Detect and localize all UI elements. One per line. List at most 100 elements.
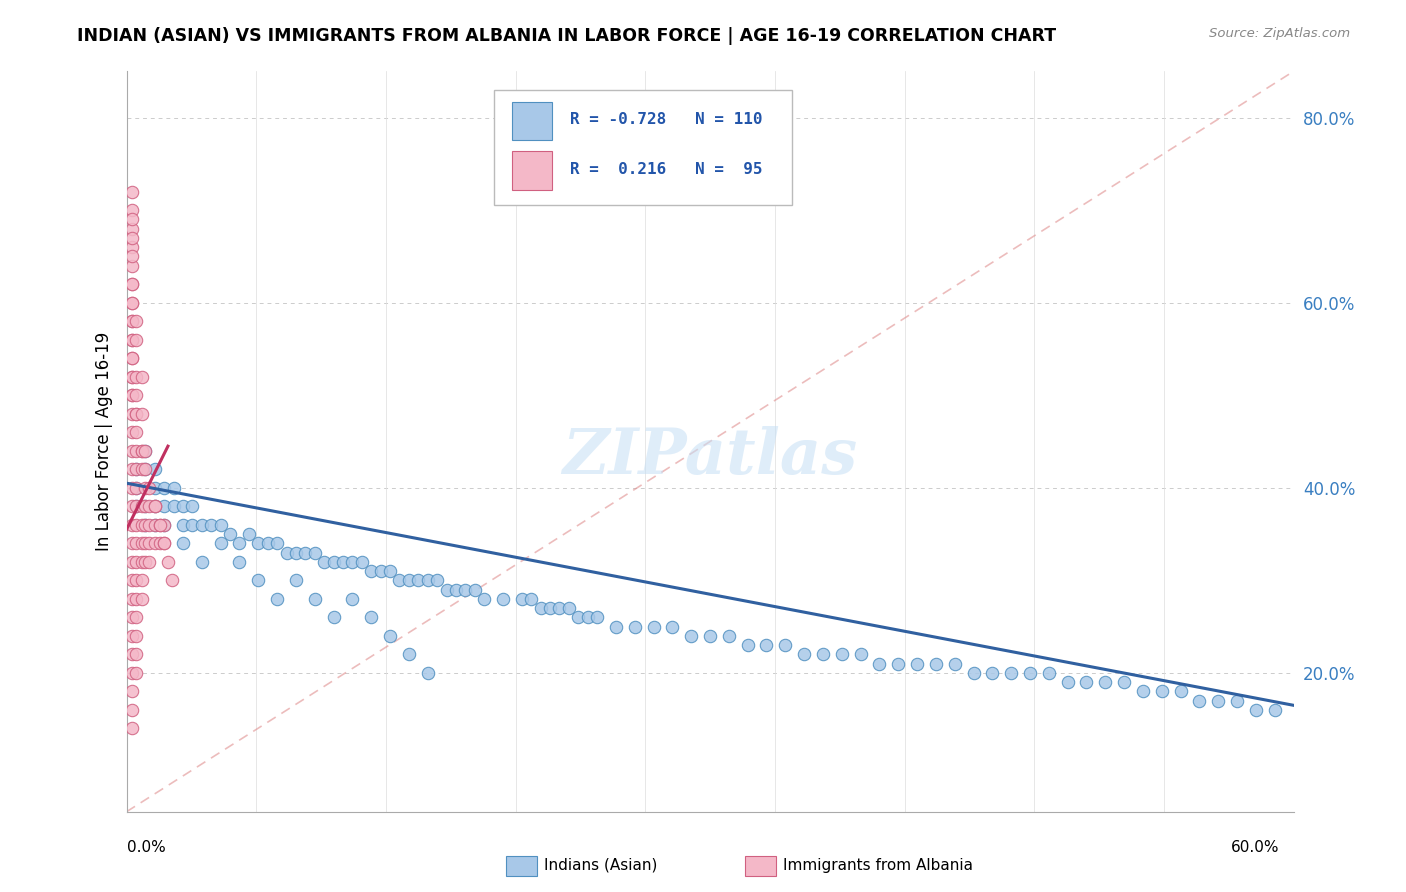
Point [134, 536, 156, 550]
Point [149, 517, 172, 532]
Point [538, 601, 561, 615]
Point [191, 555, 214, 569]
Point [209, 517, 232, 532]
Point [717, 629, 740, 643]
Point [121, 425, 143, 440]
Point [156, 555, 179, 569]
Point [266, 591, 288, 606]
Point [436, 582, 458, 597]
Point [121, 388, 143, 402]
Point [426, 574, 449, 588]
Point [266, 536, 288, 550]
Text: R = -0.728   N = 110: R = -0.728 N = 110 [569, 112, 762, 127]
Point [138, 555, 160, 569]
Point [1188, 694, 1211, 708]
Point [121, 462, 143, 476]
Point [125, 555, 148, 569]
Point [134, 517, 156, 532]
Point [121, 314, 143, 328]
Point [576, 610, 599, 624]
Point [121, 333, 143, 347]
Point [1226, 694, 1249, 708]
Point [143, 500, 166, 514]
Point [121, 295, 143, 310]
Point [228, 555, 250, 569]
Point [831, 648, 853, 662]
Text: Source: ZipAtlas.com: Source: ZipAtlas.com [1209, 27, 1350, 40]
Point [143, 462, 166, 476]
Point [121, 277, 143, 292]
Point [200, 517, 222, 532]
Point [121, 517, 143, 532]
Point [643, 619, 665, 633]
Point [1132, 684, 1154, 698]
Point [172, 536, 194, 550]
Point [737, 638, 759, 652]
Point [121, 665, 143, 680]
Bar [512, 152, 553, 190]
Point [1038, 665, 1060, 680]
Point [342, 591, 364, 606]
Point [121, 231, 143, 245]
Point [138, 500, 160, 514]
Point [408, 574, 430, 588]
Point [131, 443, 153, 458]
Y-axis label: In Labor Force | Age 16-19: In Labor Force | Age 16-19 [94, 332, 112, 551]
Point [623, 619, 645, 633]
Point [153, 536, 176, 550]
Point [125, 500, 148, 514]
Point [925, 657, 948, 671]
Point [125, 443, 148, 458]
Point [464, 582, 486, 597]
Point [332, 555, 354, 569]
Point [322, 610, 344, 624]
Text: ZIPatlas: ZIPatlas [562, 425, 858, 487]
Point [121, 240, 143, 254]
Point [131, 500, 153, 514]
Bar [512, 102, 553, 140]
Point [1244, 703, 1267, 717]
Point [143, 500, 166, 514]
Point [981, 665, 1004, 680]
Point [121, 500, 143, 514]
Point [1264, 703, 1286, 717]
Point [1206, 694, 1229, 708]
Point [125, 629, 148, 643]
Point [905, 657, 928, 671]
Point [121, 277, 143, 292]
Point [121, 185, 143, 199]
Point [134, 517, 156, 532]
Point [378, 629, 401, 643]
Point [121, 536, 143, 550]
Point [131, 462, 153, 476]
Point [247, 536, 270, 550]
Point [398, 648, 420, 662]
Point [520, 591, 543, 606]
Point [131, 536, 153, 550]
Point [121, 629, 143, 643]
Point [775, 638, 797, 652]
Point [125, 591, 148, 606]
Point [350, 555, 373, 569]
Point [138, 536, 160, 550]
Point [962, 665, 984, 680]
Point [388, 574, 411, 588]
Text: 60.0%: 60.0% [1232, 840, 1279, 855]
Point [887, 657, 910, 671]
Point [121, 351, 143, 366]
Point [416, 574, 439, 588]
Point [125, 481, 148, 495]
Point [121, 443, 143, 458]
Point [121, 610, 143, 624]
Point [162, 481, 184, 495]
Point [153, 517, 176, 532]
Point [125, 388, 148, 402]
Point [121, 407, 143, 421]
Point [811, 648, 834, 662]
Point [134, 481, 156, 495]
Point [360, 610, 382, 624]
Point [153, 481, 176, 495]
Point [131, 369, 153, 384]
Point [131, 517, 153, 532]
Point [121, 212, 143, 227]
